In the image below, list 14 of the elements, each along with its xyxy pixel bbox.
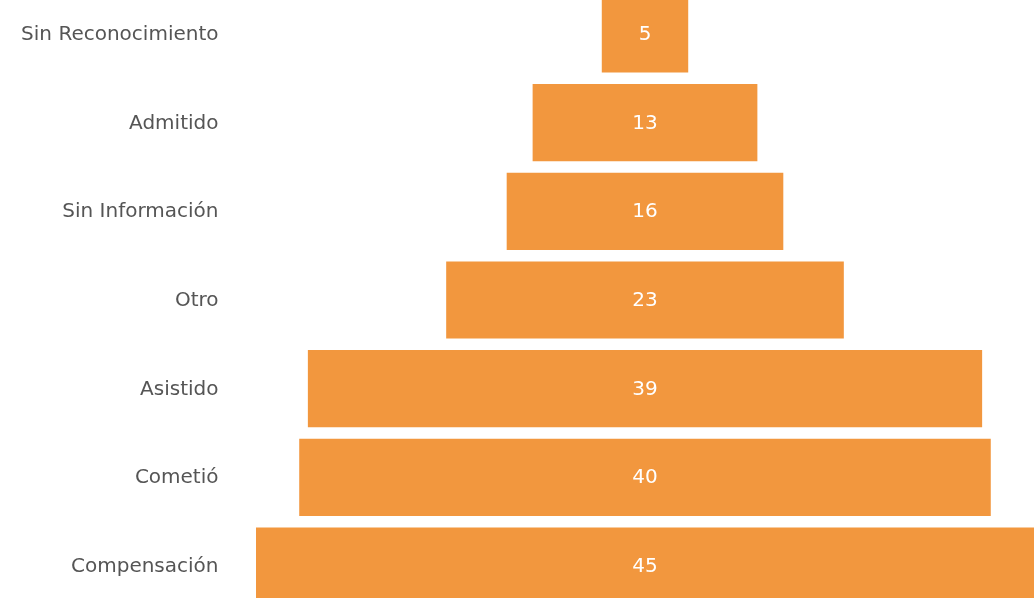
category-label: Cometió bbox=[134, 464, 219, 489]
category-label: Admitido bbox=[129, 109, 219, 134]
category-label: Otro bbox=[174, 287, 219, 311]
category-label: Sin Reconocimiento bbox=[21, 20, 219, 45]
data-label: 16 bbox=[632, 198, 658, 223]
data-label: 23 bbox=[632, 287, 658, 311]
data-label: 40 bbox=[632, 464, 658, 489]
category-label: Sin Información bbox=[62, 198, 219, 223]
data-label: 45 bbox=[632, 553, 658, 578]
data-label: 13 bbox=[632, 109, 658, 134]
category-label: Compensación bbox=[71, 553, 219, 578]
data-label: 5 bbox=[638, 20, 652, 45]
data-label: 39 bbox=[632, 375, 658, 400]
category-label: Asistido bbox=[140, 375, 219, 400]
